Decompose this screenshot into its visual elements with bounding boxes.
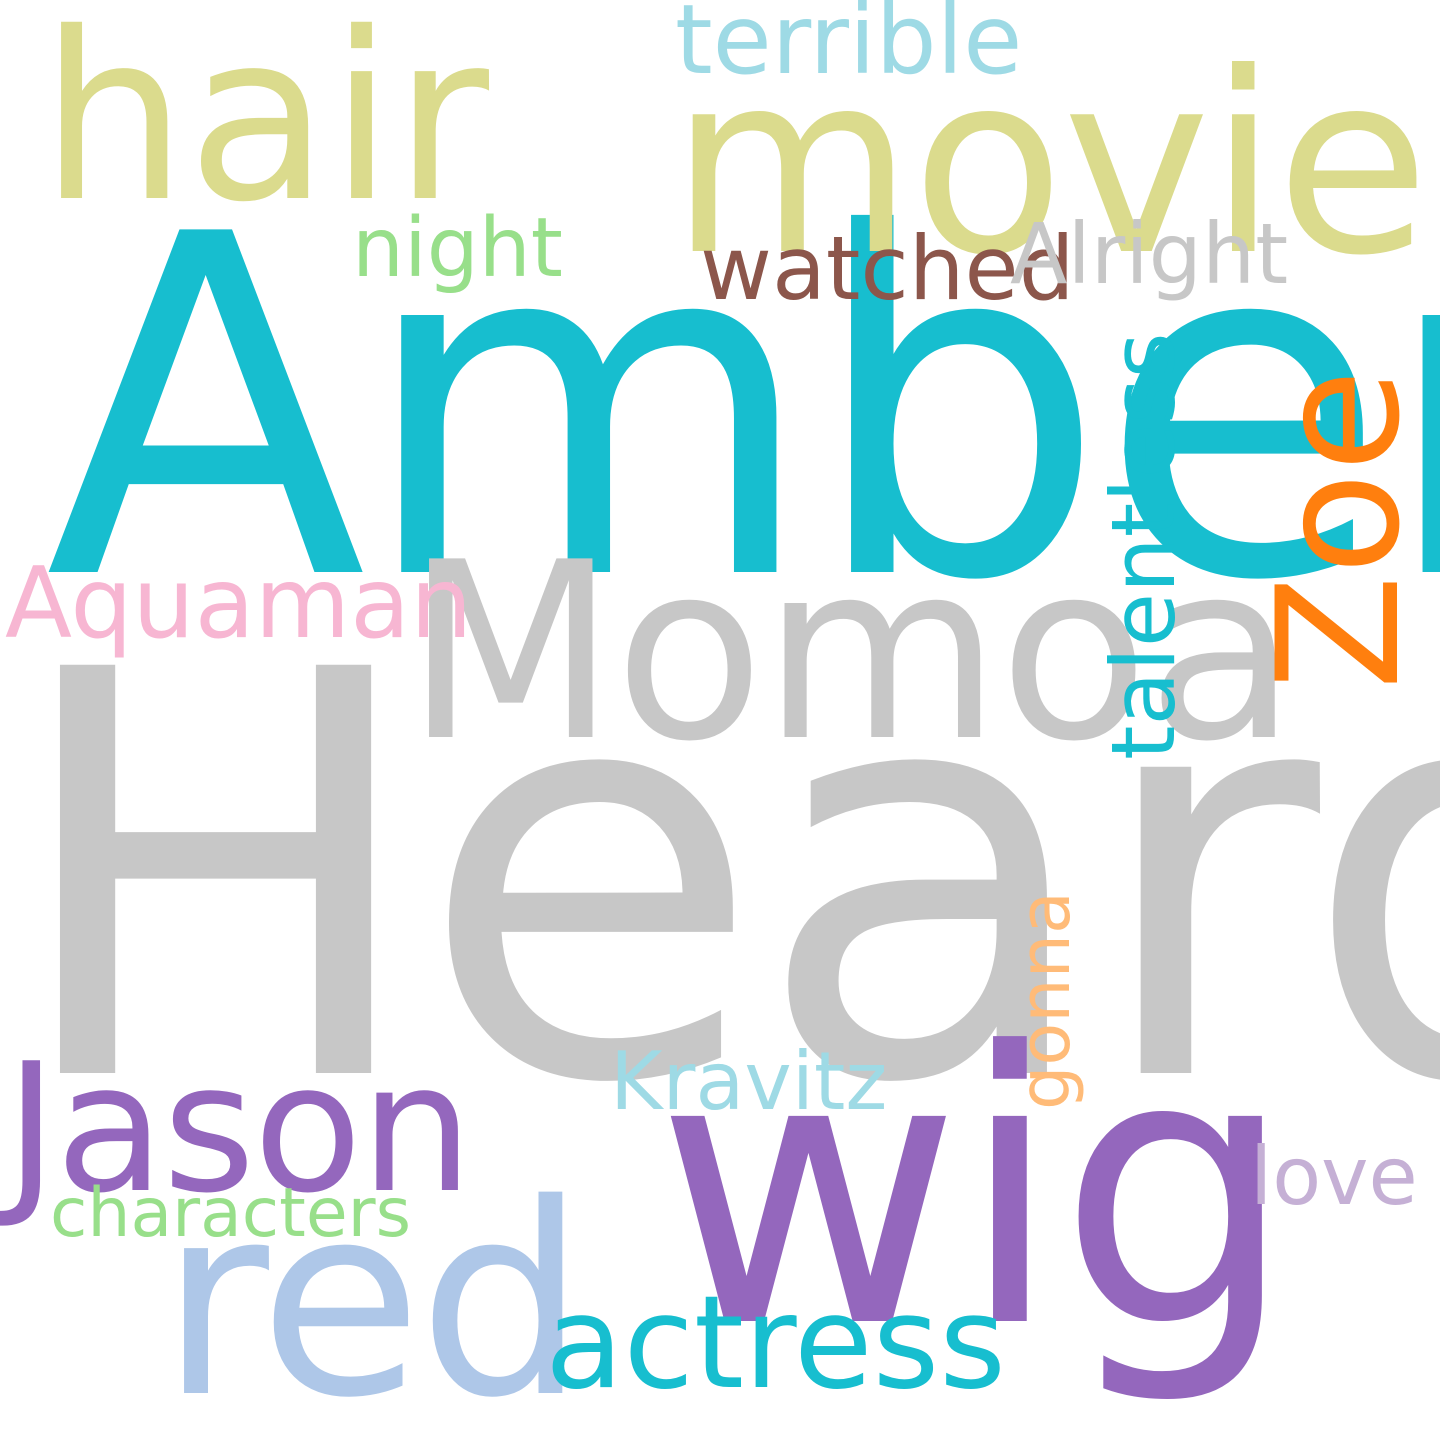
word-terrible: terrible [675,0,1023,96]
word-love: love [1250,1130,1418,1223]
word-hair: hair [40,0,490,253]
word-talentless: talentless [1092,332,1195,760]
word-night: night [352,201,563,296]
word-alright: Alright [1010,205,1289,303]
word-zoe: Zoe [1241,368,1437,690]
word-jason: Jason [5,1025,473,1232]
word-heard: Heard [5,554,1440,1206]
word-gonna: gonna [1004,891,1086,1110]
word-watched: watched [700,217,1075,320]
word-actress: actress [545,1269,1006,1418]
word-aquaman: Aquaman [5,547,473,661]
word-momoa: Momoa [405,510,1297,795]
word-amber: Amber [45,136,1440,683]
word-kravitz: Kravitz [610,1035,888,1128]
word-wig: wig [655,974,1296,1410]
word-movie: movie [670,19,1430,310]
word-characters: characters [50,1174,412,1253]
word-red: red [160,1148,586,1440]
